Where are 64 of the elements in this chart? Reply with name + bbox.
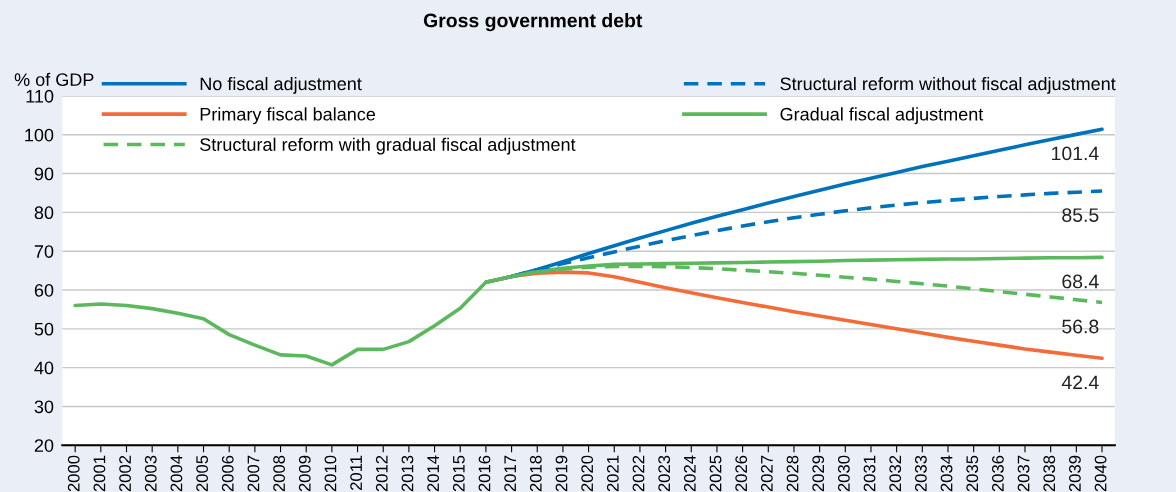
y-axis-title: % of GDP xyxy=(14,72,94,87)
x-tick-label: 2040 xyxy=(1094,455,1107,492)
chart-title: Gross government debt xyxy=(423,13,643,32)
x-tick-label: 2026 xyxy=(735,455,748,492)
y-tick-label: 110 xyxy=(26,89,54,103)
data-label: 42.4 xyxy=(1061,375,1099,390)
y-tick-label: 30 xyxy=(34,400,54,414)
x-tick-label: 2020 xyxy=(581,455,594,492)
x-tick-label: 2016 xyxy=(478,455,491,492)
x-tick-label: 2021 xyxy=(606,455,619,492)
line-series xyxy=(73,255,1104,367)
x-tick-label: 2015 xyxy=(452,455,465,492)
x-tick-label: 2034 xyxy=(940,455,953,492)
data-label: 101.4 xyxy=(1052,146,1099,161)
y-tick-label: 100 xyxy=(25,128,54,142)
data-label: 68.4 xyxy=(1062,274,1099,289)
y-tick-label: 20 xyxy=(34,439,54,452)
x-tick-label: 2038 xyxy=(1043,455,1056,492)
x-tick-label: 2019 xyxy=(555,455,568,492)
legend-label: Primary fiscal balance xyxy=(200,107,376,125)
x-tick-label: 2008 xyxy=(273,455,286,492)
x-tick-label: 2035 xyxy=(966,455,979,492)
x-tick-label: 2036 xyxy=(992,455,1004,492)
x-tick-label: 2014 xyxy=(427,455,440,492)
x-tick-label: 2004 xyxy=(170,455,183,492)
y-tick-label: 60 xyxy=(34,283,54,297)
x-tick-label: 2029 xyxy=(812,455,825,492)
x-tick-label: 2022 xyxy=(632,455,645,492)
x-tick-label: 2006 xyxy=(221,455,234,492)
legend-label: Structural reform without fiscal adjustment xyxy=(780,76,1116,94)
x-tick-label: 2013 xyxy=(401,455,414,492)
x-tick-label: 2000 xyxy=(67,455,80,492)
legend-label: No fiscal adjustment xyxy=(200,76,362,94)
x-tick-label: 2037 xyxy=(1017,455,1030,492)
y-tick-label: 50 xyxy=(34,322,54,336)
x-tick-label: 2023 xyxy=(658,455,671,492)
x-tick-label: 2025 xyxy=(709,455,722,492)
x-tick-label: 2028 xyxy=(786,455,799,492)
x-tick-label: 2032 xyxy=(889,455,902,492)
x-tick-label: 2003 xyxy=(144,455,157,492)
x-tick-label: 2033 xyxy=(914,455,927,492)
y-tick-label: 90 xyxy=(34,167,54,181)
x-tick-label: 2031 xyxy=(863,455,876,492)
x-tick-label: 2002 xyxy=(119,455,131,492)
legend-label: Gradual fiscal adjustment xyxy=(780,107,984,125)
data-label: 56.8 xyxy=(1062,319,1099,334)
x-tick-label: 2010 xyxy=(324,455,337,492)
x-tick-label: 2024 xyxy=(683,455,696,492)
x-tick-label: 2011 xyxy=(350,455,363,490)
y-tick-label: 70 xyxy=(34,245,54,258)
x-tick-label: 2039 xyxy=(1069,455,1081,492)
x-tick-label: 2027 xyxy=(760,455,773,492)
x-tick-label: 2007 xyxy=(247,455,260,492)
x-tick-label: 2005 xyxy=(196,455,208,492)
x-tick-label: 2001 xyxy=(93,455,106,492)
x-tick-label: 2012 xyxy=(375,455,388,492)
y-tick-label: 40 xyxy=(34,361,54,375)
x-tick-label: 2009 xyxy=(298,455,311,492)
x-tick-label: 2030 xyxy=(837,455,850,492)
legend-label: Structural reform with gradual fiscal adjustment xyxy=(200,137,576,155)
x-tick-label: 2018 xyxy=(529,455,542,492)
data-label: 85.5 xyxy=(1062,208,1099,222)
y-tick-label: 80 xyxy=(34,206,54,220)
x-tick-label: 2017 xyxy=(504,455,517,492)
